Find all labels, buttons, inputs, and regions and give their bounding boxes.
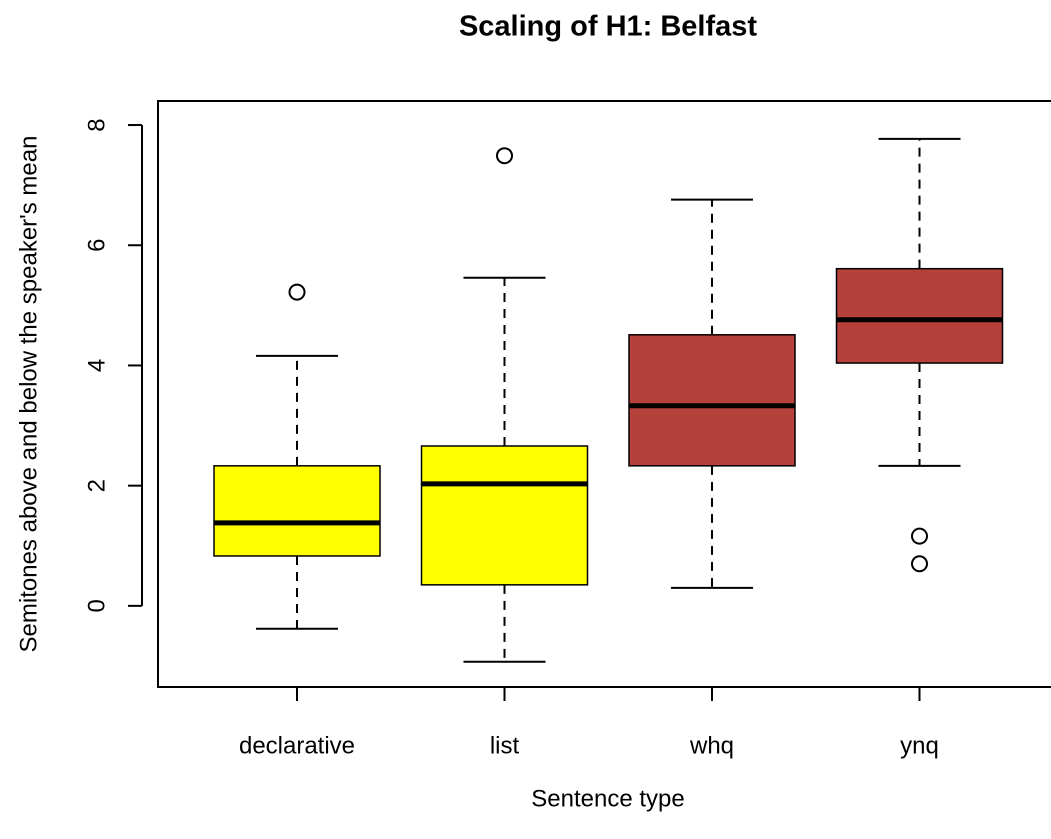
box [213,465,381,557]
outlier [911,555,928,573]
plot-frame [157,100,1051,688]
x-tick-label: whq [689,732,734,759]
y-tick-label: 6 [83,239,110,252]
outlier [496,147,513,165]
outlier [288,283,306,301]
box [420,445,589,586]
x-axis-label: Sentence type [531,785,684,812]
box [628,334,796,467]
x-tick-label: declarative [239,732,355,759]
x-tick-label: list [490,732,520,759]
x-tick-label: ynq [900,732,939,759]
y-tick-label: 8 [83,118,110,131]
y-axis-label: Semitones above and below the speaker's … [15,136,42,653]
box [835,267,1004,364]
y-tick-label: 4 [83,359,110,372]
y-tick-label: 2 [83,479,110,492]
outlier [911,527,928,545]
chart-title: Scaling of H1: Belfast [459,11,757,43]
y-tick-label: 0 [83,599,110,612]
